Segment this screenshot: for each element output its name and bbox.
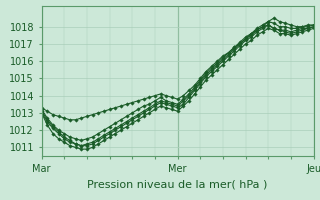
- X-axis label: Pression niveau de la mer( hPa ): Pression niveau de la mer( hPa ): [87, 179, 268, 189]
